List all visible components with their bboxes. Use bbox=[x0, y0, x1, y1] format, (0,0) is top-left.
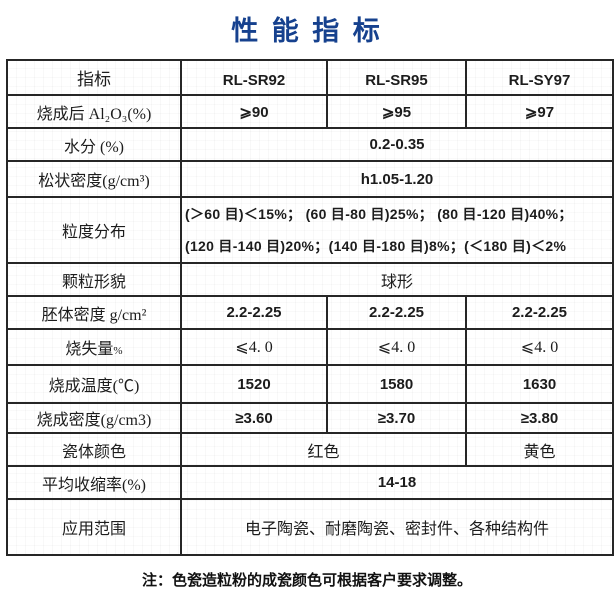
spec-table: 指标 RL-SR92 RL-SR95 RL-SY97 烧成后 Al₂O₃(%) … bbox=[6, 59, 614, 556]
cell-value: ⩽4. 0 bbox=[326, 328, 467, 366]
header-row: 指标 RL-SR92 RL-SR95 RL-SY97 bbox=[6, 59, 614, 96]
cell-value-span: 球形 bbox=[180, 262, 614, 297]
cell-value: ⩾97 bbox=[465, 94, 614, 129]
row-label-shrinkage: 平均收缩率(%) bbox=[6, 465, 182, 500]
cell-value: ⩽4. 0 bbox=[180, 328, 328, 366]
cell-value: ⩾90 bbox=[180, 94, 328, 129]
row-label-loss-on-ignition: 烧失量% bbox=[6, 328, 182, 366]
cell-value: ≥3.60 bbox=[180, 402, 328, 434]
cell-application-value: 电子陶瓷、耐磨陶瓷、密封件、各种结构件 bbox=[180, 498, 614, 556]
table-row-body-density: 胚体密度 g/cm² 2.2-2.25 2.2-2.25 2.2-2.25 bbox=[6, 295, 614, 330]
cell-value-span: 0.2-0.35 bbox=[180, 127, 614, 162]
table-row-ceramic-color: 瓷体颜色 红色 黄色 bbox=[6, 432, 614, 467]
row-label-body-density: 胚体密度 g/cm² bbox=[6, 295, 182, 330]
cell-value: ⩾95 bbox=[326, 94, 467, 129]
cell-value: ≥3.80 bbox=[465, 402, 614, 434]
row-label-bulk-density: 松状密度(g/cm³) bbox=[6, 160, 182, 198]
row-label-moisture: 水分 (%) bbox=[6, 127, 182, 162]
table-row-particle-size: 粒度分布 (＞60 目)＜15%； (60 目-80 目)25%； (80 目-… bbox=[6, 196, 614, 264]
table-row-fired-density: 烧成密度(g/cm3) ≥3.60 ≥3.70 ≥3.80 bbox=[6, 402, 614, 434]
cell-value: 1580 bbox=[326, 364, 467, 404]
footer-note: 注：色瓷造粒粉的成瓷颜色可根据客户要求调整。 bbox=[141, 572, 472, 589]
cell-value: 2.2-2.25 bbox=[465, 295, 614, 330]
cell-value: 2.2-2.25 bbox=[180, 295, 328, 330]
row-label-al2o3: 烧成后 Al₂O₃(%) bbox=[6, 94, 182, 129]
header-cell-model-rl-sr92: RL-SR92 bbox=[180, 59, 328, 96]
particle-size-line-1: (＞60 目)＜15%； (60 目-80 目)25%； (80 目-120 目… bbox=[185, 206, 573, 222]
row-label-particle-size: 粒度分布 bbox=[6, 196, 182, 264]
cell-value: ⩽4. 0 bbox=[465, 328, 614, 366]
cell-value-span: 14-18 bbox=[180, 465, 614, 500]
row-label-firing-temperature: 烧成温度(℃) bbox=[6, 364, 182, 404]
cell-value: ≥3.70 bbox=[326, 402, 467, 434]
table-row-shrinkage: 平均收缩率(%) 14-18 bbox=[6, 465, 614, 500]
table-row-particle-shape: 颗粒形貌 球形 bbox=[6, 262, 614, 297]
table-row-loss-on-ignition: 烧失量% ⩽4. 0 ⩽4. 0 ⩽4. 0 bbox=[6, 328, 614, 366]
cell-value: 1520 bbox=[180, 364, 328, 404]
row-label-application: 应用范围 bbox=[6, 498, 182, 556]
row-label-text: 烧失量 bbox=[65, 341, 114, 358]
cell-value: 2.2-2.25 bbox=[326, 295, 467, 330]
table-row-moisture: 水分 (%) 0.2-0.35 bbox=[6, 127, 614, 162]
header-cell-model-rl-sy97: RL-SY97 bbox=[465, 59, 614, 96]
table-row-firing-temperature: 烧成温度(℃) 1520 1580 1630 bbox=[6, 364, 614, 404]
cell-value-span: h1.05-1.20 bbox=[180, 160, 614, 198]
row-label-suffix: % bbox=[113, 345, 123, 357]
table-row-al2o3: 烧成后 Al₂O₃(%) ⩾90 ⩾95 ⩾97 bbox=[6, 94, 614, 129]
row-label-fired-density: 烧成密度(g/cm3) bbox=[6, 402, 182, 434]
cell-color-yellow: 黄色 bbox=[465, 432, 614, 467]
row-label-ceramic-color: 瓷体颜色 bbox=[6, 432, 182, 467]
cell-value: 1630 bbox=[465, 364, 614, 404]
page-title: 性 能 指 标 bbox=[231, 16, 383, 46]
particle-size-line-2: (120 目-140 目)20%；(140 目-180 目)8%；(＜180 目… bbox=[185, 238, 567, 254]
row-label-particle-shape: 颗粒形貌 bbox=[6, 262, 182, 297]
table-row-bulk-density: 松状密度(g/cm³) h1.05-1.20 bbox=[6, 160, 614, 198]
header-cell-model-rl-sr95: RL-SR95 bbox=[326, 59, 467, 96]
cell-color-red: 红色 bbox=[180, 432, 467, 467]
table-row-application: 应用范围 电子陶瓷、耐磨陶瓷、密封件、各种结构件 bbox=[6, 498, 614, 556]
cell-particle-size-distribution: (＞60 目)＜15%； (60 目-80 目)25%； (80 目-120 目… bbox=[180, 196, 614, 264]
header-cell-metric: 指标 bbox=[6, 59, 182, 96]
